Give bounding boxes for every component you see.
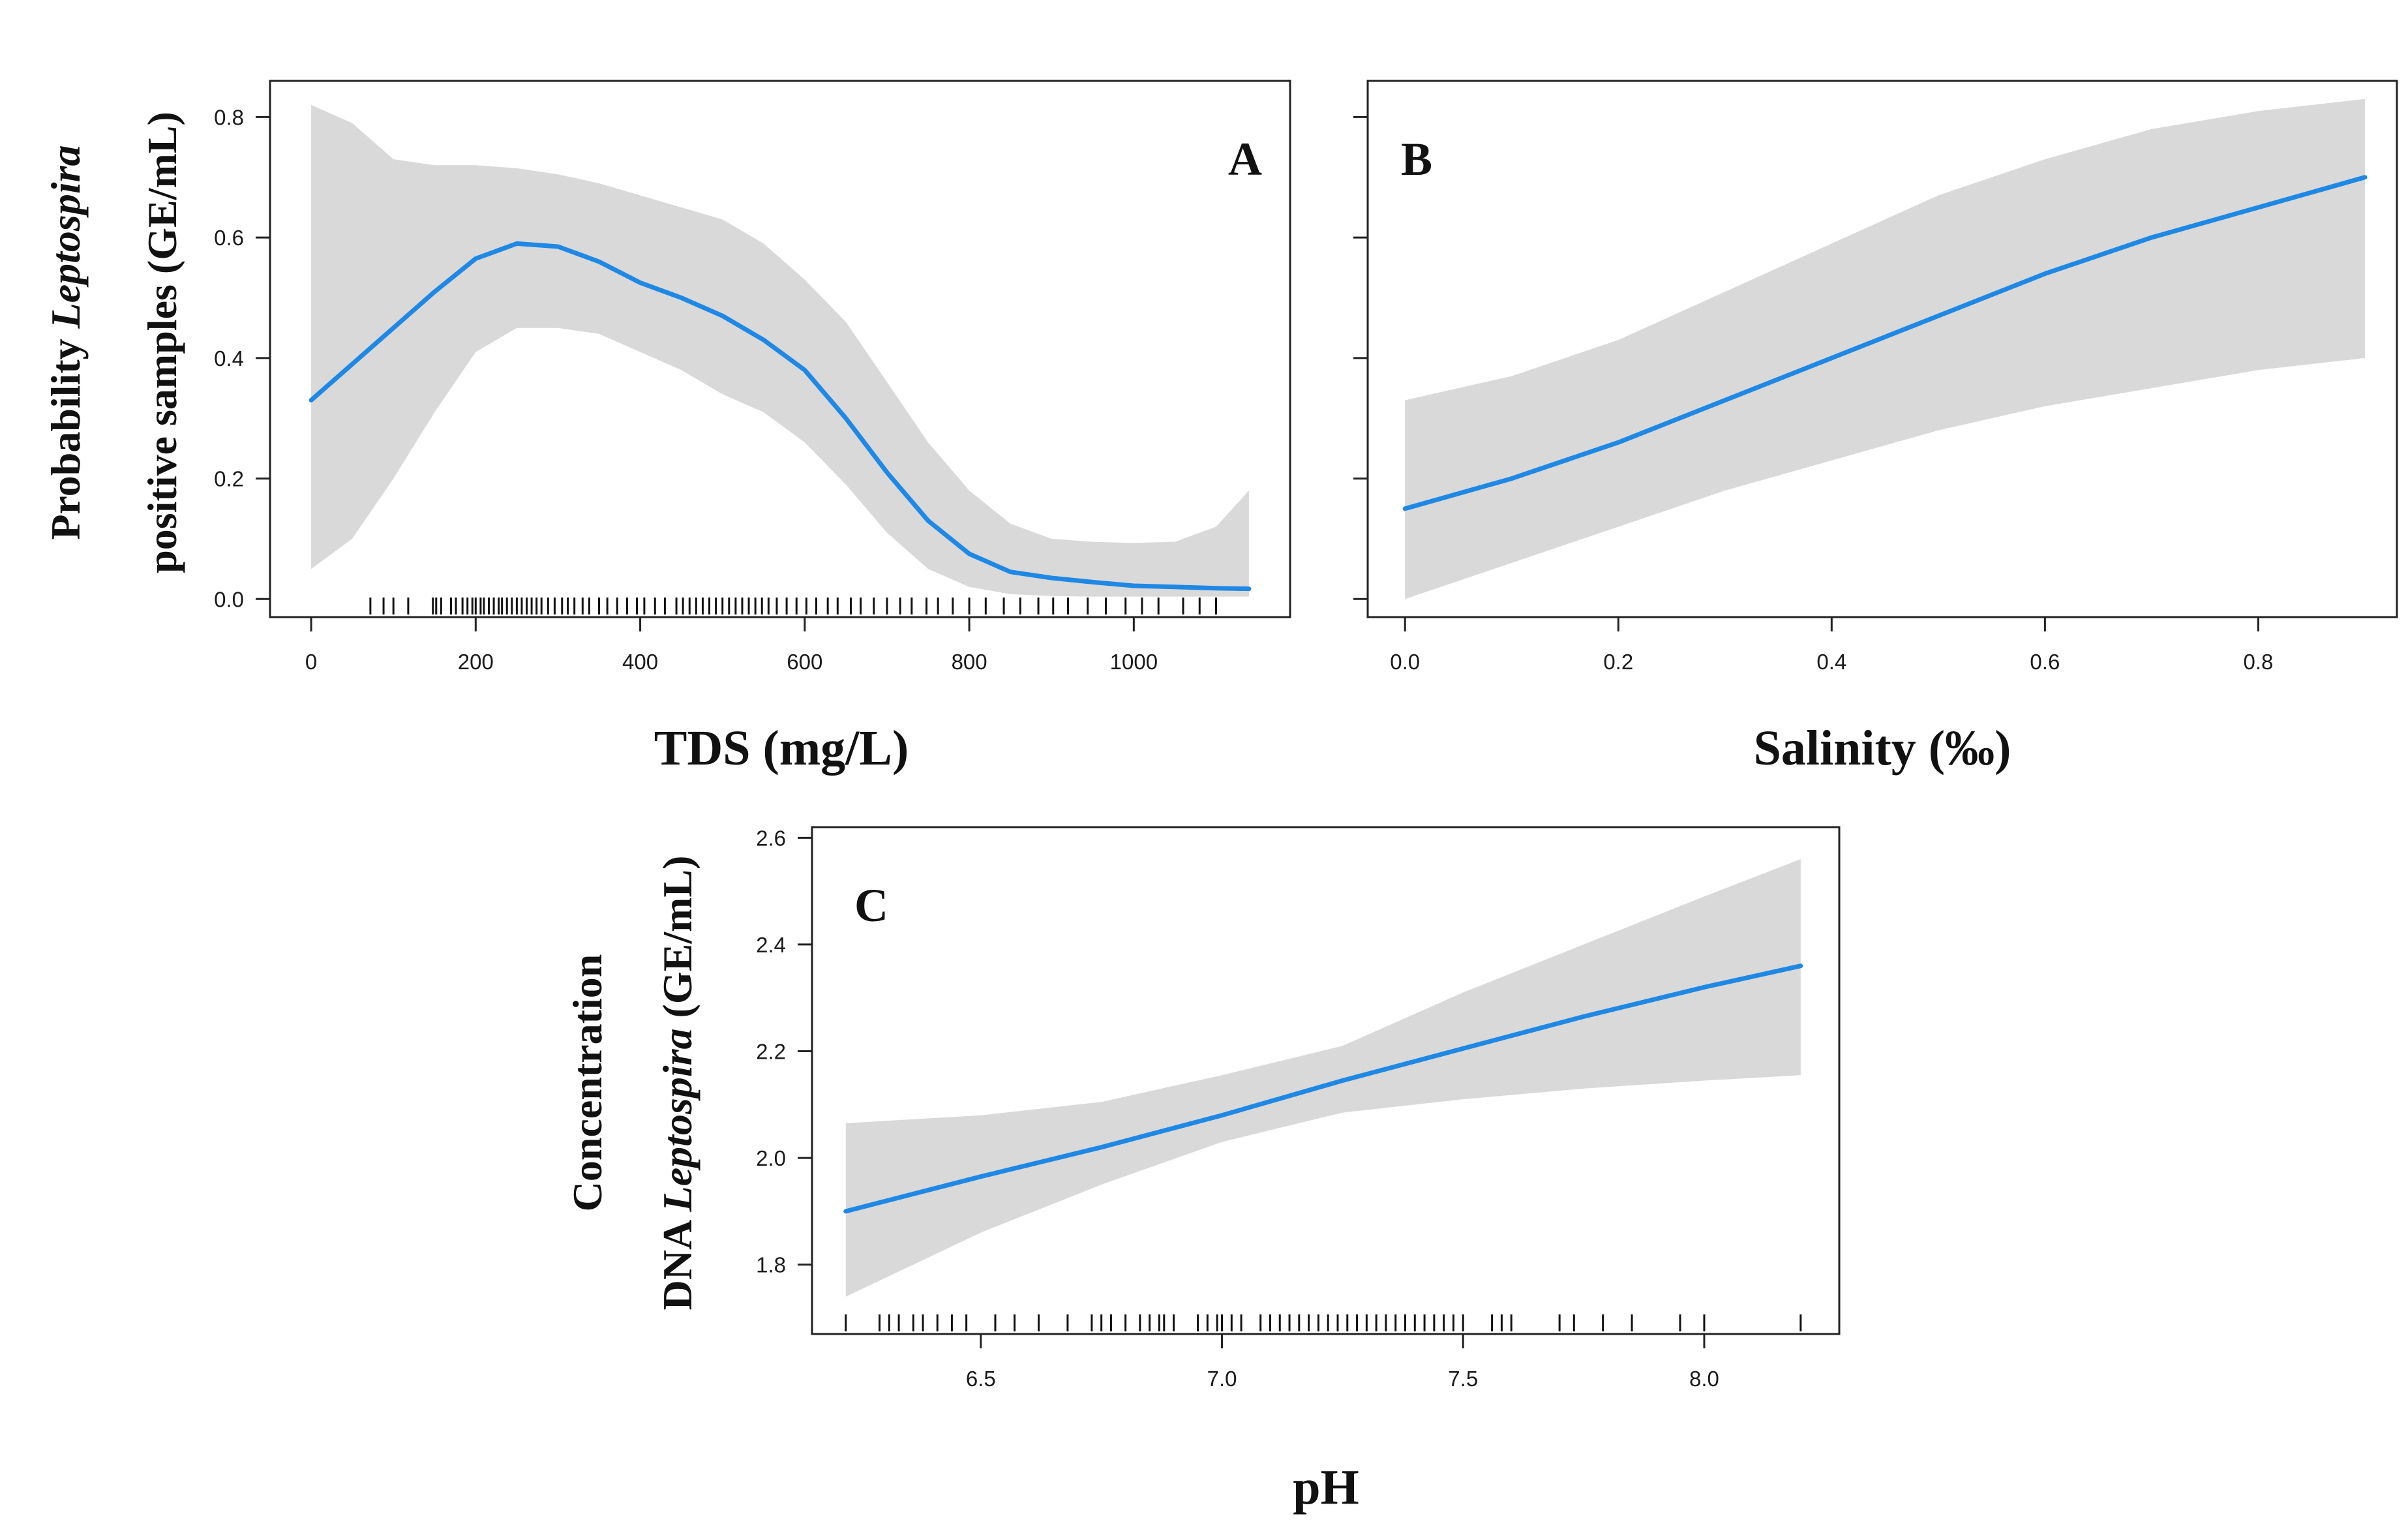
x-axis: 0 200 400 600 800 1000 [305, 617, 1158, 674]
y-tick-label: 2.0 [756, 1146, 786, 1170]
x-tick-label: 0.8 [2243, 650, 2273, 674]
panel-letter: B [1401, 133, 1432, 185]
plot-frame [269, 80, 1291, 618]
y-tick-label: 1.8 [756, 1253, 786, 1277]
x-axis-title: TDS (mg/L) [654, 721, 909, 776]
panel-b: 0.0 0.2 0.4 0.6 0.8 B Salinity (‰) [1353, 80, 2398, 776]
x-tick-label: 400 [622, 650, 658, 674]
y-axis [1353, 115, 1368, 600]
confidence-band [1405, 99, 2365, 599]
x-tick-label: 7.5 [1448, 1367, 1478, 1391]
panel-c: 6.5 7.0 7.5 8.0 1.8 2.0 2.2 2.4 2.6 C pH Concen… [564, 826, 1841, 1515]
confidence-band [845, 859, 1801, 1297]
x-axis-title: Salinity (‰) [1754, 721, 2011, 776]
fit-line [1402, 175, 2368, 511]
y-axis-title-line1: Concentration [564, 954, 610, 1212]
panel-letter: C [854, 879, 888, 932]
panel-letter: A [1228, 133, 1262, 185]
x-tick-label: 8.0 [1689, 1367, 1719, 1391]
y-axis: 1.8 2.0 2.2 2.4 2.6 [756, 826, 812, 1277]
x-tick-label: 7.0 [1207, 1367, 1237, 1391]
x-tick-label: 600 [787, 650, 822, 674]
x-axis: 0.0 0.2 0.4 0.6 0.8 [1390, 617, 2273, 674]
y-tick-label: 2.2 [756, 1040, 786, 1064]
x-tick-label: 0.2 [1603, 650, 1633, 674]
y-tick-label: 0.8 [214, 105, 244, 129]
plot-frame [811, 826, 1841, 1335]
y-axis: 0.0 0.2 0.4 0.6 0.8 [214, 105, 270, 611]
panel-a: 0 200 400 600 800 1000 0.0 0.2 0.4 0.6 0.8 A TDS … [42, 80, 1291, 776]
x-tick-label: 1000 [1110, 650, 1158, 674]
y-axis-title-line2: positive samples (GE/mL) [139, 112, 185, 573]
rug [845, 1314, 1802, 1331]
x-axis: 6.5 7.0 7.5 8.0 [966, 1334, 1719, 1391]
x-tick-label: 0.4 [1816, 650, 1846, 674]
x-tick-label: 6.5 [966, 1367, 996, 1391]
y-tick-label: 0.6 [214, 226, 244, 250]
x-tick-label: 0.0 [1390, 650, 1420, 674]
y-tick-label: 0.0 [214, 587, 244, 611]
rug [369, 598, 1217, 614]
x-tick-label: 0.6 [2030, 650, 2060, 674]
y-tick-label: 2.4 [756, 933, 786, 957]
x-tick-label: 800 [952, 650, 987, 674]
x-axis-title: pH [1293, 1460, 1359, 1515]
y-axis-title-line2: DNA Leptospira (GE/mL) [654, 856, 700, 1311]
y-axis-title-line1: Probability Leptospira [42, 145, 89, 539]
fit-line [843, 963, 1803, 1214]
x-tick-label: 200 [458, 650, 494, 674]
x-tick-label: 0 [305, 650, 317, 674]
y-tick-label: 0.2 [214, 467, 244, 491]
fit-line [309, 241, 1252, 592]
plot-frame [1366, 80, 2398, 618]
y-tick-label: 2.6 [756, 826, 786, 850]
y-tick-label: 0.4 [214, 346, 244, 371]
